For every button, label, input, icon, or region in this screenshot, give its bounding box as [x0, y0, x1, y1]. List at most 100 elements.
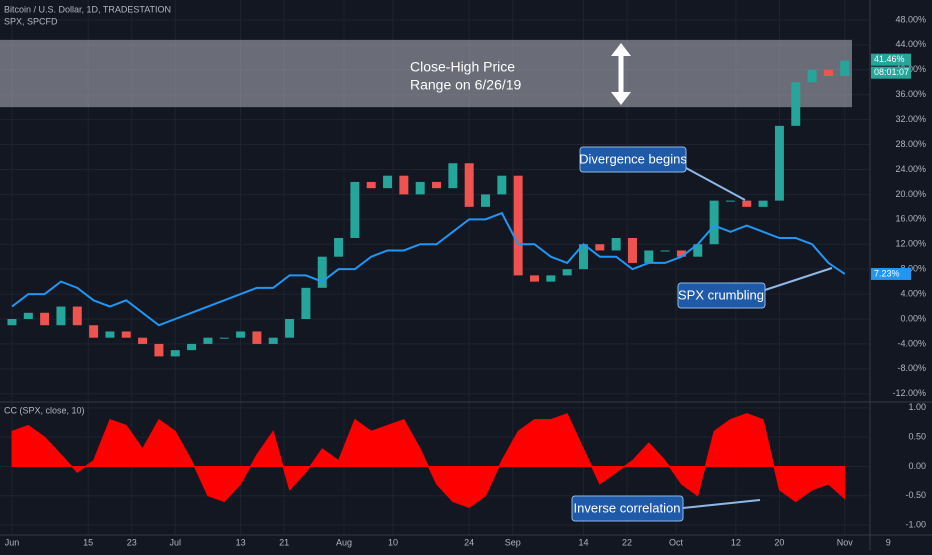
candle	[415, 181, 425, 195]
candle	[823, 69, 833, 77]
candle	[644, 250, 654, 263]
y-tick-label: 32.00%	[895, 114, 926, 124]
candle	[334, 238, 344, 257]
x-tick-label: Nov	[837, 537, 854, 547]
x-tick-label: 14	[578, 537, 588, 547]
y-tick-label: 12.00%	[895, 239, 926, 249]
candle	[595, 244, 605, 251]
y-tick-label: -12.00%	[892, 388, 926, 398]
x-tick-label: 12	[731, 537, 741, 547]
y-tick-label: 0.00	[908, 461, 926, 471]
y-tick-label: 0.50	[908, 432, 926, 442]
y-tick-label: 48.00%	[895, 14, 926, 24]
candle	[56, 306, 66, 326]
y-tick-label: -4.00%	[897, 338, 926, 348]
candle	[252, 331, 262, 344]
candle	[187, 343, 197, 351]
y-tick-label: 0.00%	[900, 313, 926, 323]
candle	[546, 275, 556, 282]
countdown: 08:01:07	[874, 67, 909, 77]
callout	[677, 282, 766, 309]
candle	[562, 269, 572, 276]
candle	[285, 319, 295, 338]
candle	[611, 238, 621, 251]
candle	[774, 125, 784, 201]
x-tick-label: 23	[127, 537, 137, 547]
candle	[105, 331, 115, 338]
candle	[219, 337, 229, 339]
y-tick-label: 8.00%	[900, 264, 926, 274]
candle	[350, 181, 360, 239]
candle	[676, 250, 686, 257]
x-tick-label: 24	[464, 537, 474, 547]
x-tick-label: 15	[83, 537, 93, 547]
candle	[399, 175, 409, 195]
candle	[448, 163, 458, 189]
y-tick-label: 36.00%	[895, 89, 926, 99]
candle	[268, 337, 278, 344]
chart-subtitle: SPX, SPCFD	[4, 16, 58, 26]
callout-line	[764, 267, 833, 291]
candle	[23, 312, 33, 320]
candle	[203, 337, 213, 344]
y-tick-label: -8.00%	[897, 363, 926, 373]
callout-line	[685, 167, 746, 201]
candle	[791, 82, 801, 126]
band-label: Close-High Price	[410, 59, 515, 75]
callout-line	[682, 499, 761, 509]
x-tick-label: 20	[774, 537, 784, 547]
last-value-label: 7.23%	[874, 268, 900, 278]
x-tick-label: 9	[886, 537, 891, 547]
callout	[571, 495, 684, 522]
candle	[497, 175, 507, 195]
candle	[627, 238, 637, 263]
candle	[530, 275, 539, 282]
countdown-tag	[871, 66, 911, 79]
candle	[170, 350, 180, 357]
candle	[513, 175, 523, 276]
annotation: Divergence begins	[579, 151, 687, 166]
x-tick-label: Jul	[170, 537, 182, 547]
x-tick-label: 21	[279, 537, 289, 547]
annotation: Inverse correlation	[574, 500, 681, 515]
candle	[693, 244, 703, 257]
candle	[138, 337, 148, 344]
candle	[89, 325, 99, 338]
y-tick-label: 28.00%	[895, 139, 926, 149]
last-price-label: 41.46%	[874, 54, 905, 64]
candle	[742, 200, 752, 207]
candle	[660, 250, 670, 252]
x-tick-label: Aug	[336, 537, 352, 547]
last-value-tag	[871, 267, 911, 280]
candle	[301, 287, 311, 320]
candle	[709, 200, 719, 245]
y-tick-label: 20.00%	[895, 189, 926, 199]
y-tick-label: 24.00%	[895, 164, 926, 174]
candle	[758, 200, 768, 207]
y-tick-label: 1.00	[908, 402, 926, 412]
last-price-tag	[871, 53, 911, 66]
y-tick-label: -0.50	[905, 490, 926, 500]
candle	[154, 343, 164, 357]
candle	[366, 181, 376, 189]
correlation-area	[11, 413, 846, 509]
callout	[579, 146, 687, 173]
x-tick-label: Sep	[505, 537, 521, 547]
candle	[578, 244, 588, 270]
y-tick-label: 44.00%	[895, 39, 926, 49]
candle	[40, 312, 50, 326]
candle	[464, 163, 474, 207]
x-tick-label: Jun	[5, 537, 20, 547]
x-tick-label: 22	[622, 537, 632, 547]
candle	[72, 306, 82, 326]
x-tick-label: 10	[388, 537, 398, 547]
y-tick-label: -1.00	[905, 519, 926, 529]
x-tick-label: Oct	[669, 537, 684, 547]
x-tick-label: 13	[236, 537, 246, 547]
candle	[236, 331, 246, 338]
marks	[0, 39, 852, 509]
candle	[383, 175, 393, 189]
candle	[317, 256, 327, 288]
candle	[840, 60, 850, 77]
